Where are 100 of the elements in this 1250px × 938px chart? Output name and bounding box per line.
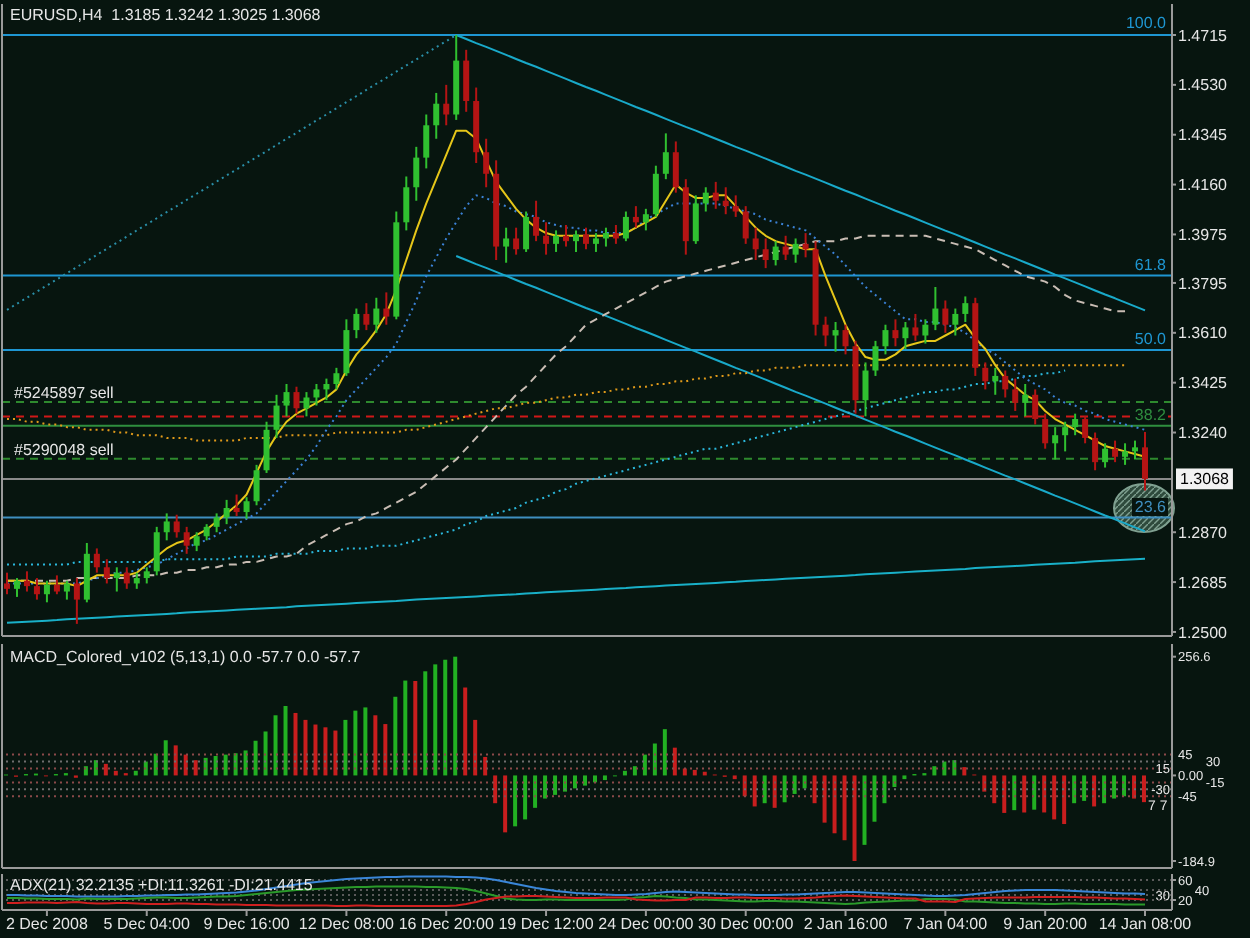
bar xyxy=(463,687,468,776)
candlestick xyxy=(742,205,749,245)
candlestick xyxy=(962,295,969,324)
candlestick xyxy=(103,558,110,585)
candlestick xyxy=(592,232,599,253)
candlestick xyxy=(1112,439,1119,464)
bar xyxy=(1092,775,1097,807)
candlestick xyxy=(483,137,490,189)
candlestick xyxy=(712,180,719,210)
bar xyxy=(103,763,108,776)
bar xyxy=(752,775,757,807)
candlestick xyxy=(533,199,540,243)
y-tick-label: 1.3425 xyxy=(1178,374,1229,393)
bar xyxy=(373,715,378,776)
bar xyxy=(782,775,787,803)
bar xyxy=(283,706,288,776)
candlestick xyxy=(702,186,709,213)
annotation: 100.0 xyxy=(1123,14,1168,33)
candlestick xyxy=(433,91,440,140)
candlestick xyxy=(792,237,799,264)
bar xyxy=(1142,775,1147,803)
candlestick xyxy=(832,321,839,353)
candlestick xyxy=(1032,388,1039,426)
y-tick-label: 1.3610 xyxy=(1178,324,1229,343)
candlestick xyxy=(912,312,919,342)
candlestick xyxy=(543,221,550,256)
bar xyxy=(832,775,837,834)
x-tick-label: 24 Dec 00:00 xyxy=(598,915,695,934)
bar xyxy=(473,719,478,776)
bar xyxy=(762,775,767,804)
candlestick xyxy=(233,493,240,518)
bar xyxy=(253,740,258,776)
candlestick xyxy=(822,315,829,348)
candlestick xyxy=(83,542,90,604)
bar xyxy=(363,707,368,776)
candlestick xyxy=(882,323,889,356)
ref-line-label: #5245897 sell xyxy=(14,384,115,403)
candlestick xyxy=(1102,442,1109,469)
bar xyxy=(692,769,697,776)
bar xyxy=(662,729,667,776)
candlestick xyxy=(772,240,779,267)
bar xyxy=(383,724,388,776)
candlestick xyxy=(1052,426,1059,461)
bar xyxy=(1032,775,1037,810)
candlestick xyxy=(1122,442,1129,466)
line-series xyxy=(5,557,1147,624)
candlestick xyxy=(333,366,340,391)
bar xyxy=(393,696,398,776)
bar xyxy=(862,775,867,845)
candlestick xyxy=(782,234,789,262)
annotation: 23.6 xyxy=(1132,497,1168,516)
candlestick xyxy=(1092,431,1099,472)
x-tick-label: 9 Jan 20:00 xyxy=(1003,915,1089,934)
candlestick xyxy=(1042,412,1049,450)
candlestick xyxy=(383,291,390,326)
candlestick xyxy=(193,531,200,553)
y-tick-label: 1.4345 xyxy=(1178,126,1229,145)
bar xyxy=(483,756,488,776)
bar xyxy=(892,775,897,788)
bar xyxy=(553,775,558,795)
candlestick xyxy=(672,140,679,194)
candlestick xyxy=(373,296,380,334)
x-tick-label: 19 Dec 12:00 xyxy=(498,915,595,934)
candlestick xyxy=(942,299,949,334)
candlestick xyxy=(652,164,659,218)
candlestick xyxy=(253,463,260,507)
bar xyxy=(1062,775,1067,825)
bar xyxy=(273,715,278,776)
candlestick xyxy=(573,229,579,253)
bar xyxy=(872,775,877,822)
candlestick xyxy=(563,224,570,248)
candlestick xyxy=(802,232,809,259)
candlestick xyxy=(1142,430,1149,492)
candlestick xyxy=(553,229,560,253)
candlestick xyxy=(902,321,909,350)
bar xyxy=(582,775,587,786)
candlestick xyxy=(213,512,220,534)
candlestick xyxy=(283,383,290,418)
bar xyxy=(333,730,338,776)
bar xyxy=(573,775,578,789)
candlestick xyxy=(303,391,310,418)
candlestick xyxy=(1132,439,1139,461)
candlestick xyxy=(1002,369,1009,399)
y-tick-label: 1.3240 xyxy=(1178,424,1229,443)
candlestick xyxy=(343,318,350,377)
ref-line-label: 1.3068 xyxy=(1180,470,1231,489)
candlestick xyxy=(313,383,320,407)
candlestick xyxy=(862,361,869,418)
candlestick xyxy=(1082,415,1089,445)
bar xyxy=(173,745,178,776)
candlestick xyxy=(612,224,619,245)
bar xyxy=(932,766,937,776)
bar xyxy=(223,754,228,776)
candlestick xyxy=(293,385,300,415)
bar xyxy=(443,659,448,776)
bar xyxy=(1112,775,1117,799)
candlestick xyxy=(762,237,769,270)
candlestick xyxy=(513,226,520,256)
candlestick xyxy=(842,323,849,356)
candlestick xyxy=(523,210,530,253)
